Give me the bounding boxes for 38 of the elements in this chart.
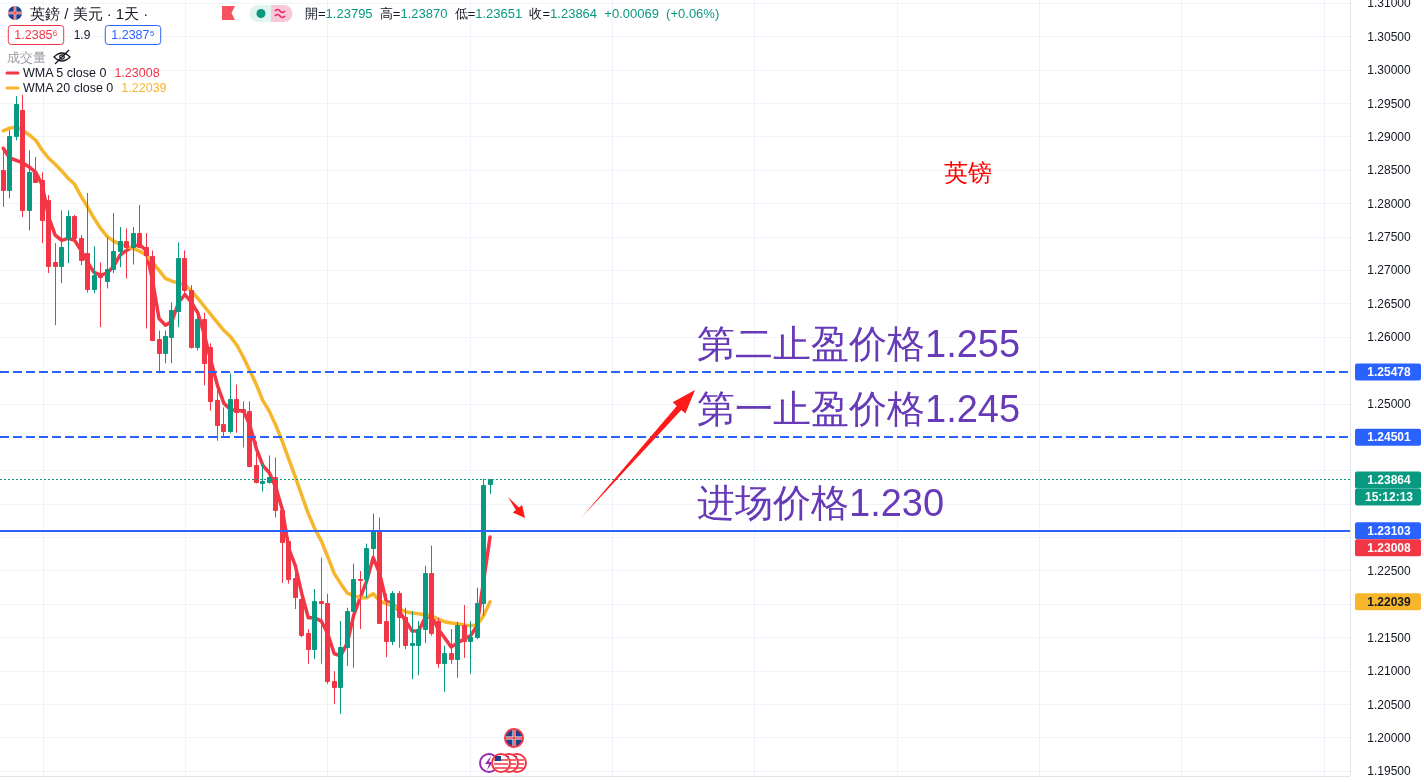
legend-label: WMA 20 close 0 xyxy=(23,81,114,95)
subtitle: 開=1.23795 高=1.23870 低=1.23651 收=1.23864 +0.00069 (+0.06%) xyxy=(305,5,720,21)
y-tick-label: 1.26500 xyxy=(1367,296,1411,311)
y-tick-label: 1.30000 xyxy=(1367,63,1411,78)
y-tick-label: 1.30500 xyxy=(1367,29,1411,44)
y-tick-label: 1.25000 xyxy=(1367,397,1411,412)
y-tick-label: 1.22500 xyxy=(1367,564,1411,578)
y-tick-label: 1.29500 xyxy=(1367,96,1411,111)
annotation: 第一止盈价格1.245 xyxy=(697,388,1021,431)
title: 英鎊 / 美元 · 1天 · xyxy=(30,4,149,22)
price-tag-label: 1.23008 xyxy=(1367,540,1411,555)
price-tag-label: 1.25478 xyxy=(1367,365,1411,380)
y-tick-label: 1.21500 xyxy=(1367,630,1411,645)
y-tick-label: 1.27000 xyxy=(1367,263,1411,278)
price-tag-label: 15:12:13 xyxy=(1365,489,1413,504)
y-tick-label: 1.19500 xyxy=(1367,764,1411,779)
price-tag-label: 1.23864 xyxy=(1367,472,1411,487)
legend-value: 1.23008 xyxy=(114,66,160,80)
annotation: 第二止盈价格1.255 xyxy=(697,323,1021,366)
y-tick-label: 1.28000 xyxy=(1367,196,1411,211)
annotation: 英镑 xyxy=(944,158,992,186)
y-tick-label: 1.28500 xyxy=(1367,163,1411,178)
y-tick-label: 1.20000 xyxy=(1367,730,1411,745)
y-tick-label: 1.26000 xyxy=(1367,330,1411,345)
y-tick-label: 1.27500 xyxy=(1367,230,1411,245)
annotation: 1.9 xyxy=(73,28,91,42)
y-tick-label: 1.20500 xyxy=(1367,697,1411,712)
annotation: 1.2387⁵ xyxy=(111,28,155,42)
price-tag-label: 1.24501 xyxy=(1367,430,1411,445)
y-tick-label: 1.29000 xyxy=(1367,129,1411,144)
y-tick-label: 1.21000 xyxy=(1367,664,1411,679)
annotation: 1.2385⁶ xyxy=(14,28,58,42)
legend-label: WMA 5 close 0 xyxy=(23,66,107,80)
price-tag-label: 1.23103 xyxy=(1367,523,1411,538)
price-tag-label: 1.22039 xyxy=(1367,594,1411,609)
annotation: 进场价格1.230 xyxy=(697,481,945,524)
legend-value: 1.22039 xyxy=(121,81,167,95)
annotation: 成交量 xyxy=(7,49,46,65)
